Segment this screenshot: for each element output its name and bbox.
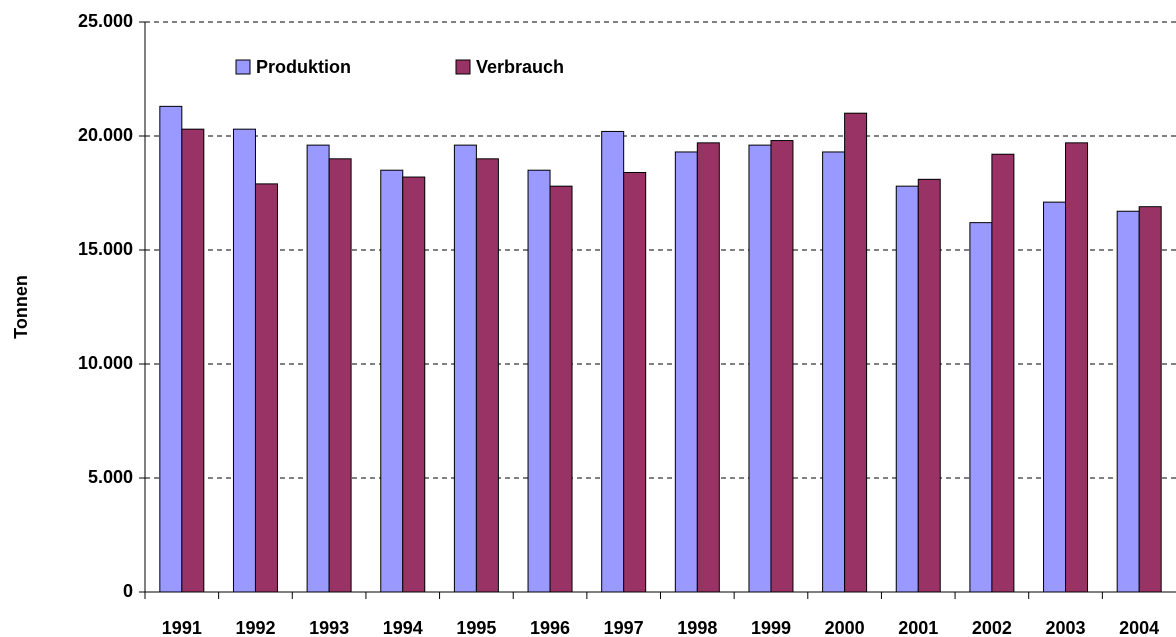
x-tick-label: 1992 [235,618,275,637]
y-tick-label: 25.000 [78,11,133,31]
y-tick-label: 10.000 [78,353,133,373]
y-tick-label: 0 [123,581,133,601]
x-tick-label: 2001 [898,618,938,637]
bar [1065,142,1089,593]
bar [254,183,278,593]
x-tick-label: 1995 [456,618,496,637]
x-tick-label: 1991 [162,618,202,637]
bar [601,130,625,593]
bar [402,176,426,593]
bar [696,142,720,593]
bar [453,144,477,593]
x-tick-label: 2000 [825,618,865,637]
bar [822,151,846,593]
bar [1138,206,1162,593]
x-tick-label: 1999 [751,618,791,637]
bar [232,128,256,593]
bar [917,178,941,593]
y-tick-label: 5.000 [88,467,133,487]
y-axis-label: Tonnen [11,275,31,339]
legend-swatch [235,59,251,75]
bar [159,105,183,593]
x-tick-label: 2003 [1046,618,1086,637]
legend-swatch [455,59,471,75]
x-tick-label: 2002 [972,618,1012,637]
bar [549,185,573,593]
bar [969,222,993,593]
bar [623,171,647,593]
x-tick-label: 1994 [383,618,423,637]
bar [181,128,205,593]
bar [895,185,919,593]
bar [380,169,404,593]
bar [1043,201,1067,593]
x-tick-label: 1998 [677,618,717,637]
legend-label: Produktion [256,57,351,77]
bar [748,144,772,593]
bar [844,112,868,593]
x-tick-label: 1997 [604,618,644,637]
bar [527,169,551,593]
bar [306,144,330,593]
bar [328,158,352,593]
bar [770,140,794,593]
y-tick-label: 20.000 [78,125,133,145]
x-tick-label: 1993 [309,618,349,637]
x-tick-label: 2004 [1119,618,1159,637]
bar [475,158,499,593]
bar [674,151,698,593]
y-tick-label: 15.000 [78,239,133,259]
x-tick-label: 1996 [530,618,570,637]
bar [991,153,1015,593]
bar [1116,210,1140,593]
legend-label: Verbrauch [476,57,564,77]
